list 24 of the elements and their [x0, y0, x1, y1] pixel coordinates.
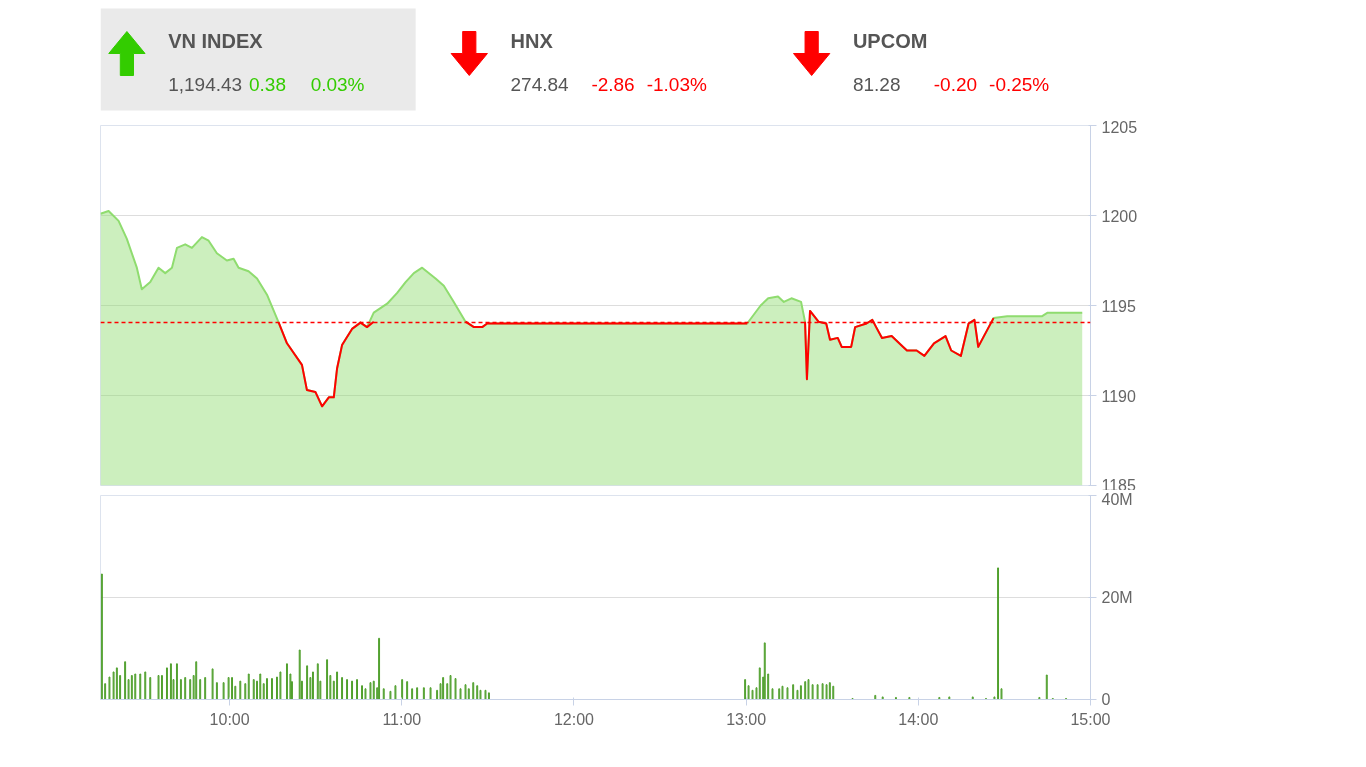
- y-tick-label: 1205: [1101, 118, 1138, 136]
- y-tick-label: 1190: [1101, 387, 1137, 405]
- y-tick-label: 1195: [1101, 297, 1137, 315]
- x-tick-label: 13:00: [726, 710, 767, 728]
- x-tick-label: 14:00: [898, 710, 939, 728]
- data-label: -1.03%: [646, 74, 707, 95]
- y-tick-label: 20M: [1101, 589, 1133, 606]
- data-label: 1,194.43: [168, 74, 243, 95]
- y-tick-label: 0: [1101, 691, 1111, 708]
- category-label: UPCOM: [852, 29, 928, 52]
- data-label: -2.86: [591, 74, 635, 95]
- category-label: HNX: [510, 29, 554, 52]
- data-label: 81.28: [852, 74, 901, 95]
- x-tick-label: 10:00: [209, 710, 250, 728]
- x-tick-label: 12:00: [553, 710, 595, 728]
- y-tick-label: 1200: [1101, 207, 1138, 225]
- x-tick-label: 15:00: [1070, 710, 1111, 728]
- data-label: 0.38: [249, 74, 286, 95]
- data-label: 0.03%: [310, 74, 365, 95]
- category-label: VN INDEX: [168, 29, 264, 52]
- x-tick-label: 11:00: [382, 710, 422, 728]
- data-label: 274.84: [510, 74, 570, 95]
- data-label: -0.20: [933, 74, 978, 95]
- data-label: -0.25%: [989, 74, 1050, 95]
